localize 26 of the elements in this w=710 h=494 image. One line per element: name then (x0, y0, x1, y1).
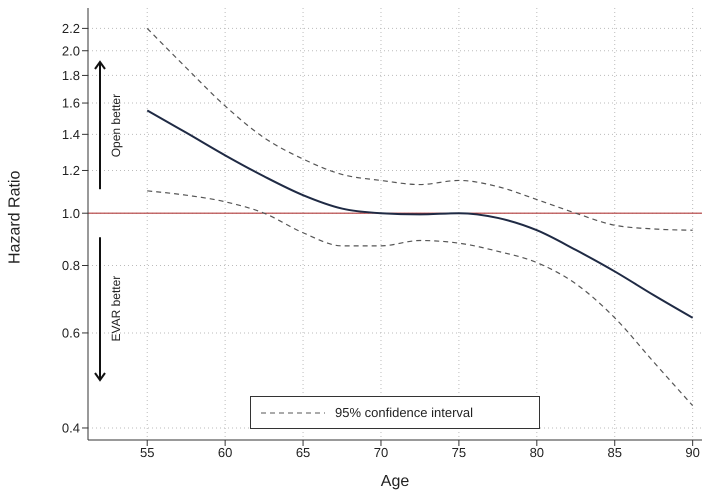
y-tick-label: 0.8 (62, 258, 80, 274)
x-tick-label: 55 (140, 445, 154, 460)
y-tick-label: 0.4 (62, 420, 80, 436)
y-tick-label: 2.2 (62, 21, 80, 36)
legend-label: 95% confidence interval (335, 405, 474, 420)
y-tick-label: 1.0 (62, 206, 80, 221)
x-tick-label: 75 (452, 445, 466, 460)
line-series (146, 109, 694, 319)
x-tick-label: 85 (607, 445, 622, 460)
y-axis-title: Hazard Ratio (6, 170, 24, 264)
x-tick-label: 65 (296, 445, 310, 460)
y-tick-label: 1.6 (62, 96, 80, 111)
x-tick-label: 70 (374, 445, 388, 460)
y-tick-label: 1.2 (62, 163, 80, 178)
y-tick-label: 2.0 (62, 43, 80, 58)
x-tick-label: 60 (218, 445, 232, 460)
line-series (146, 190, 694, 406)
y-tick-label: 1.8 (62, 68, 80, 84)
line-series (146, 28, 694, 231)
x-tick-label: 80 (530, 445, 544, 460)
y-tick-label: 0.6 (62, 326, 80, 341)
annotation: EVAR better (109, 276, 123, 342)
annotation: Open better (109, 94, 123, 158)
x-axis-title: Age (380, 473, 410, 490)
x-tick-label: 90 (685, 445, 700, 460)
y-tick-label: 1.4 (62, 126, 80, 142)
